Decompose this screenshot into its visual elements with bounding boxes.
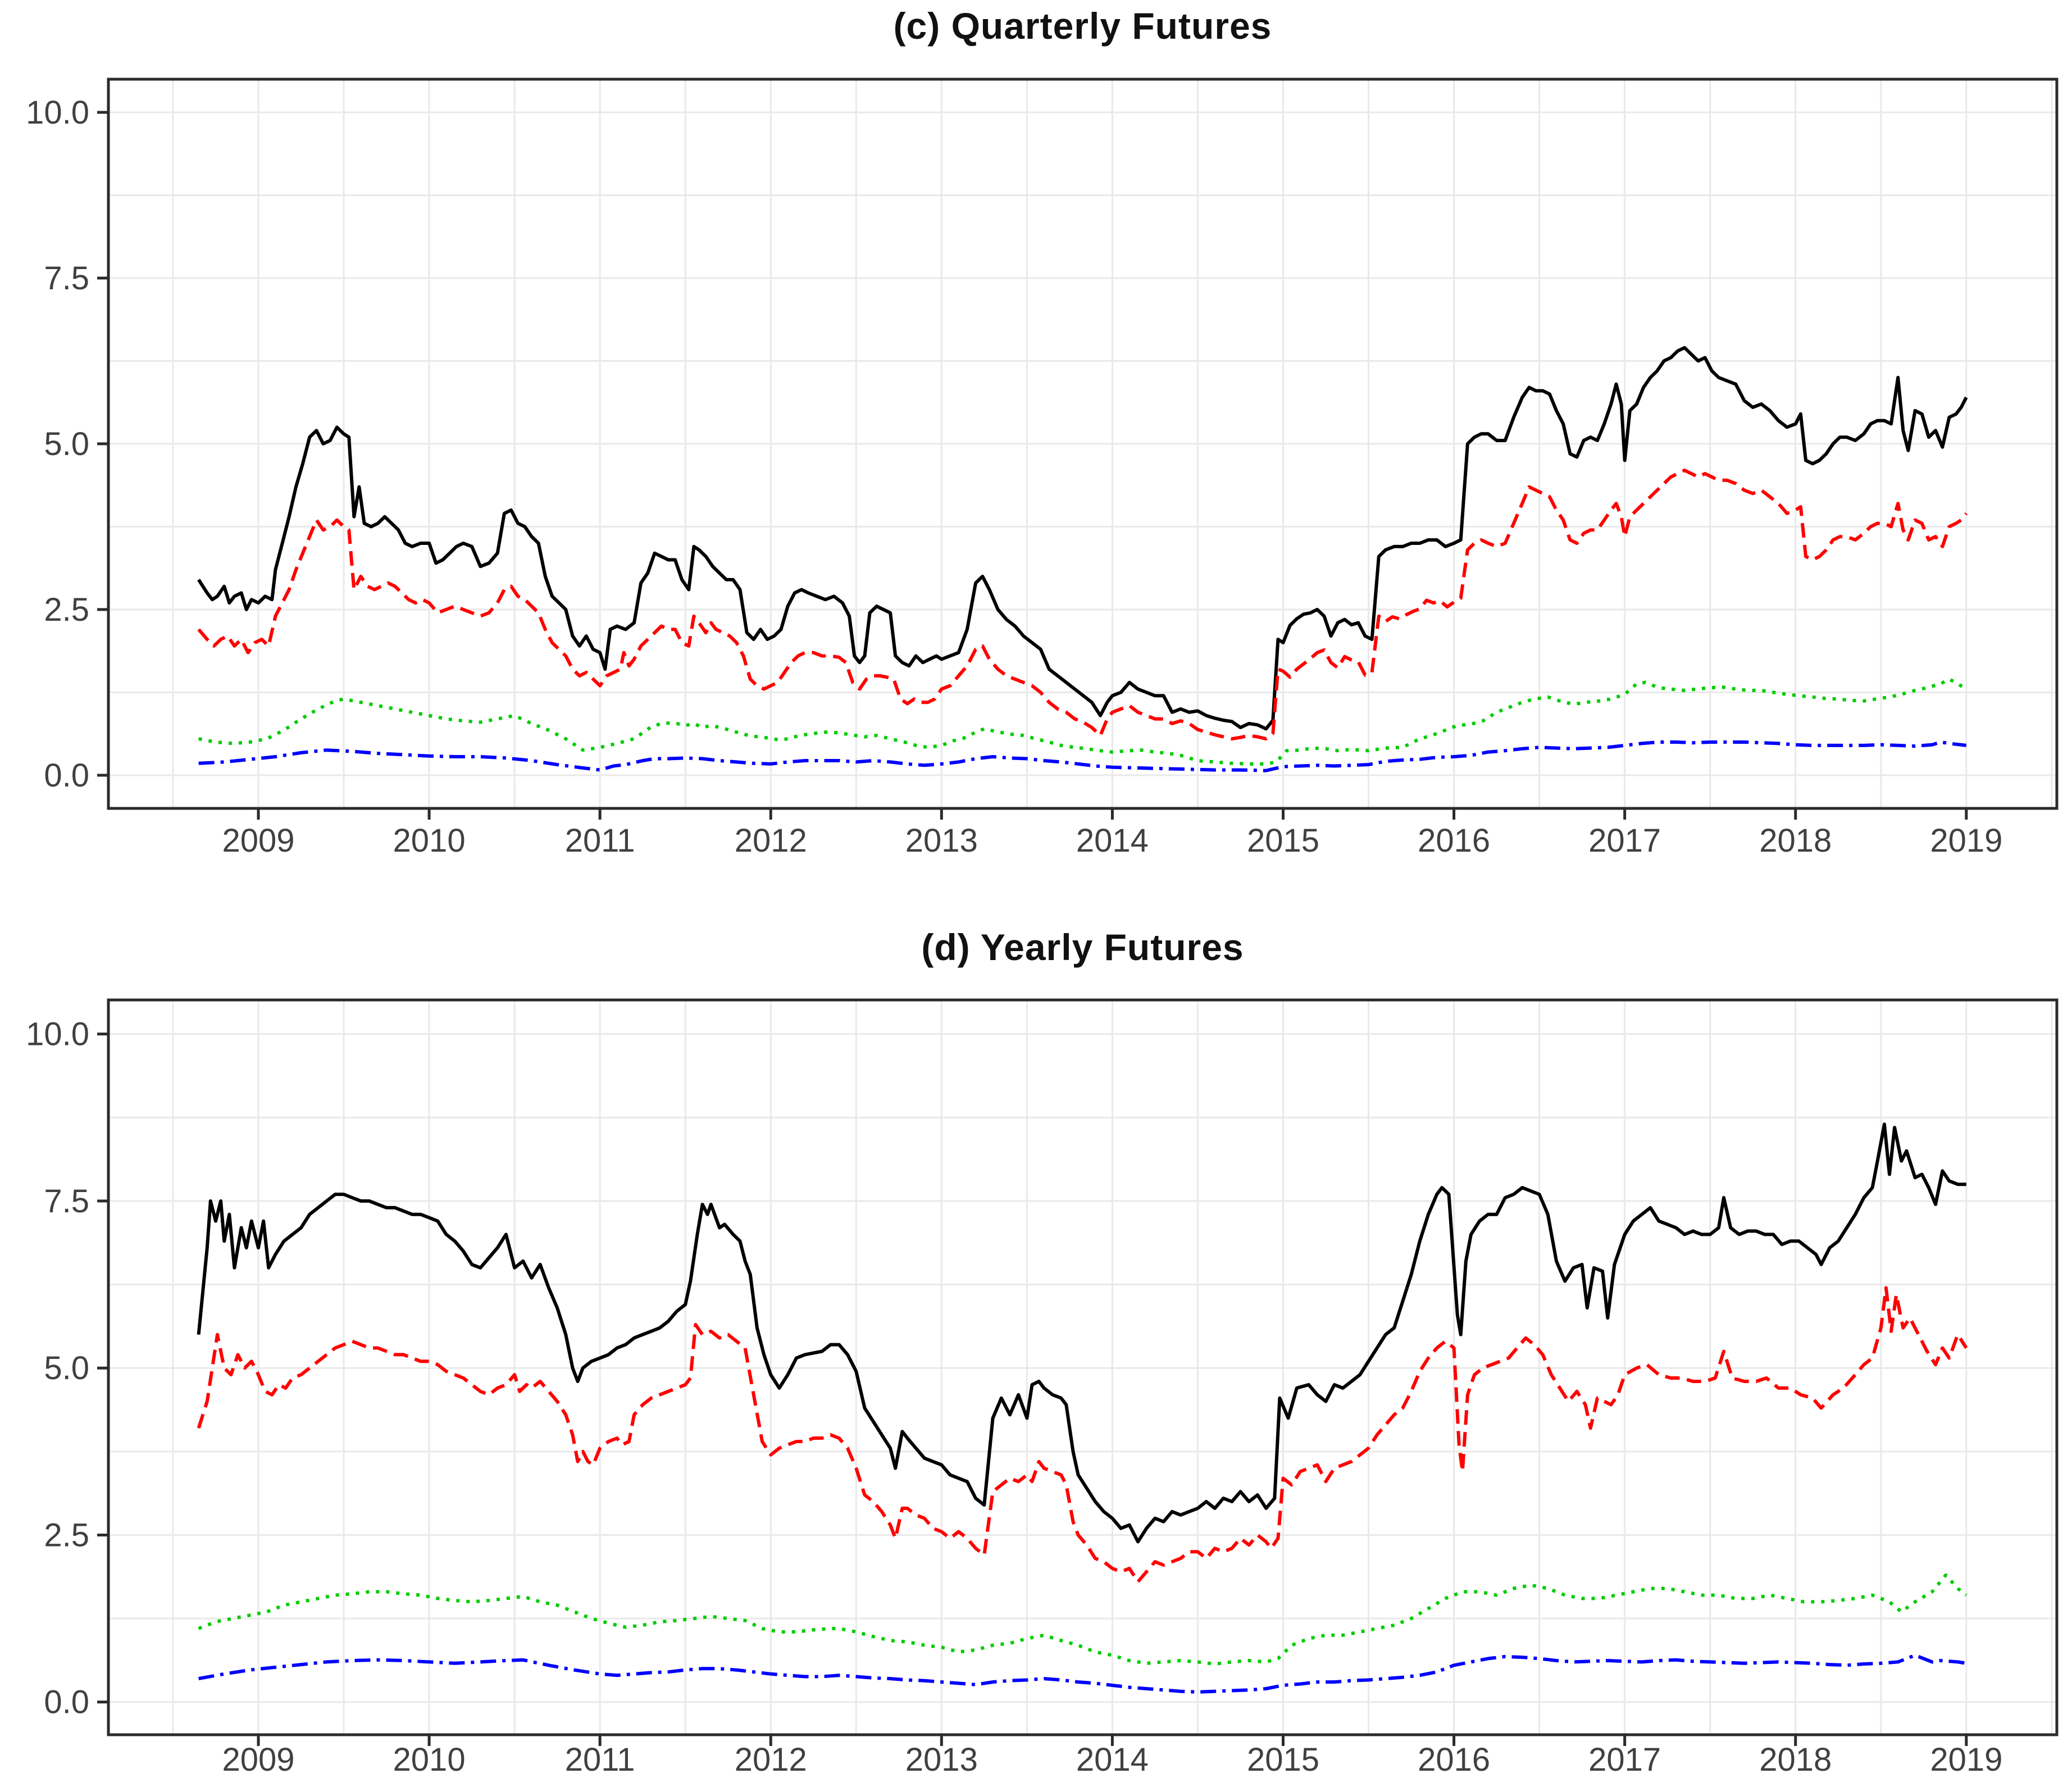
x-tick-label: 2012 — [735, 1741, 807, 1778]
x-tick-label: 2015 — [1247, 822, 1319, 859]
y-tick-label: 5.0 — [44, 1350, 89, 1386]
panel-c-title: (c) Quarterly Futures — [893, 5, 1272, 47]
y-tick-label: 0.0 — [44, 1684, 89, 1721]
gridlines — [108, 1000, 2057, 1735]
x-tick-label: 2014 — [1076, 822, 1149, 859]
y-tick-label: 2.5 — [44, 592, 89, 628]
x-tick-label: 2012 — [735, 822, 807, 859]
x-tick-label: 2015 — [1247, 1741, 1319, 1778]
x-tick-label: 2009 — [222, 822, 294, 859]
x-tick-label: 2010 — [393, 1741, 466, 1778]
y-tick-label: 10.0 — [26, 1016, 89, 1053]
axis-labels: 2009 2010 2011 2012 2013 2014 2015 2016 2017 2018… — [26, 94, 2002, 859]
series-black-solid — [197, 345, 1968, 731]
series-red-dashed — [197, 469, 1968, 741]
x-tick-label: 2019 — [1930, 1741, 2002, 1778]
panel-d-title: (d) Yearly Futures — [921, 926, 1244, 968]
panel-d: 2009 2010 2011 2012 2013 2014 2015 2016 2017 2018… — [26, 998, 2059, 1778]
x-tick-label: 2017 — [1588, 822, 1661, 859]
x-tick-label: 2019 — [1930, 822, 2002, 859]
x-tick-label: 2013 — [905, 822, 978, 859]
y-tick-label: 10.0 — [26, 94, 89, 131]
x-tick-label: 2016 — [1418, 1741, 1490, 1778]
y-tick-label: 0.0 — [44, 757, 89, 794]
x-tick-label: 2018 — [1759, 822, 1832, 859]
x-tick-label: 2009 — [222, 1741, 294, 1778]
y-tick-label: 7.5 — [44, 260, 89, 297]
y-tick-label: 5.0 — [44, 426, 89, 462]
x-tick-label: 2017 — [1588, 1741, 1661, 1778]
y-tick-label: 2.5 — [44, 1517, 89, 1553]
series-red-dashed — [197, 1286, 1968, 1584]
x-tick-label: 2016 — [1418, 822, 1490, 859]
panel-c: 2009 2010 2011 2012 2013 2014 2015 2016 2017 2018… — [26, 78, 2059, 859]
x-tick-label: 2011 — [565, 1741, 635, 1778]
x-tick-label: 2013 — [905, 1741, 978, 1778]
x-tick-label: 2010 — [393, 822, 466, 859]
series-black-solid — [197, 1122, 1966, 1544]
x-tick-label: 2018 — [1759, 1741, 1832, 1778]
x-tick-label: 2014 — [1076, 1741, 1149, 1778]
axis-labels: 2009 2010 2011 2012 2013 2014 2015 2016 2017 2018… — [26, 1016, 2002, 1778]
x-tick-label: 2011 — [565, 822, 635, 859]
series-blue-dashdot — [198, 1653, 1967, 1694]
y-tick-label: 7.5 — [44, 1183, 89, 1220]
series-blue-dashdot — [198, 740, 1967, 772]
gridlines — [108, 79, 2057, 808]
